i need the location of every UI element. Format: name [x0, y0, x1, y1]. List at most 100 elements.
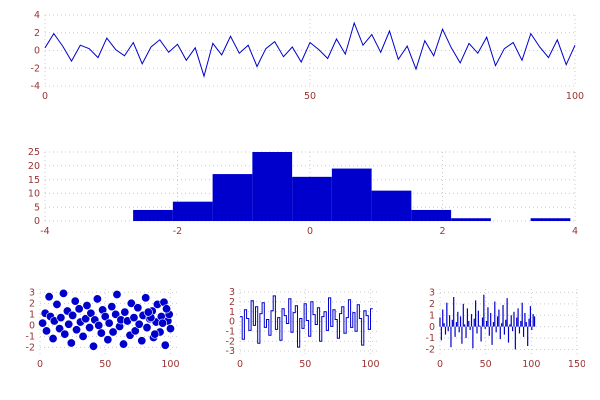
y-tick-label: 10 — [28, 189, 40, 200]
subplot-histogram: -4 -2 0 2 4 0 5 10 15 20 25 — [10, 140, 590, 245]
subplot-line-chart: 0 50 100 -4 -2 0 2 4 — [10, 5, 590, 108]
y-tick-label: -1 — [226, 327, 235, 338]
scatter-point — [64, 319, 74, 329]
x-tick-label: 0 — [37, 359, 43, 370]
y-tick-label: -4 — [31, 81, 40, 92]
scatter-point — [134, 319, 144, 329]
x-tick-label: 0 — [437, 359, 443, 370]
scatter-point — [60, 329, 70, 339]
y-tick-label: 15 — [28, 175, 40, 186]
x-tick-label: 2 — [439, 226, 445, 237]
y-tick-label: -2 — [26, 343, 35, 354]
scatter-point — [44, 292, 54, 302]
x-tick-label: 100 — [566, 91, 584, 102]
y-tick-label: 1 — [29, 310, 35, 321]
scatter-point — [142, 323, 152, 333]
y-tick-label: 5 — [34, 202, 40, 213]
y-tick-label: 3 — [229, 287, 235, 298]
x-tick-label: 0 — [307, 226, 313, 237]
y-tick-label: 2 — [29, 299, 35, 310]
x-tick-label: 100 — [161, 359, 179, 370]
scatter-point — [158, 318, 168, 328]
scatter-point — [78, 331, 88, 341]
y-tick-label: -3 — [226, 346, 235, 357]
scatter-point — [143, 307, 153, 317]
scatter-point — [86, 308, 96, 318]
scatter-point — [111, 309, 121, 319]
scatter-point — [104, 318, 114, 328]
x-tick-label: 0 — [42, 91, 48, 102]
scatter-point — [107, 302, 117, 312]
histogram-bar — [530, 218, 571, 221]
histogram-bar — [292, 176, 332, 221]
scatter-point — [119, 339, 129, 349]
x-tick-label: 100 — [361, 359, 379, 370]
scatter-point — [133, 303, 143, 313]
scatter-point — [68, 310, 78, 320]
y-tick-label: 2 — [34, 28, 40, 39]
y-tick-label: -2 — [226, 336, 235, 347]
scatter-point — [100, 312, 110, 322]
scatter-point — [165, 324, 175, 334]
step-series — [240, 295, 373, 348]
scatter-point — [103, 335, 113, 345]
scatter-point — [82, 301, 92, 311]
scatter-point — [38, 318, 48, 328]
scatter-point — [58, 288, 68, 298]
scatter-point — [42, 326, 52, 336]
y-tick-label: 4 — [34, 10, 40, 21]
scatter-point — [70, 296, 80, 306]
scatter-point — [120, 307, 130, 317]
y-tick-label: -1 — [26, 332, 35, 343]
y-tick-label: 20 — [28, 161, 40, 172]
y-tick-label: 0 — [34, 216, 40, 227]
scatter-point — [81, 314, 91, 324]
line-chart-svg: 0 50 100 -4 -2 0 2 4 — [31, 10, 585, 102]
scatter-point — [108, 327, 118, 337]
subplot-stem-plot: 0 50 100 150 -2 -1 0 1 2 3 — [410, 281, 585, 376]
subplot-step-plot: 0 50 100 -3 -2 -1 0 1 2 3 — [210, 281, 385, 376]
scatter-point — [56, 313, 66, 323]
histogram-bar — [252, 152, 293, 221]
scatter-point — [129, 313, 139, 323]
scatter-point — [55, 324, 65, 334]
scatter-point — [92, 294, 102, 304]
scatter-point — [137, 336, 147, 346]
y-tick-label: -2 — [426, 345, 435, 356]
y-tick-label: 0 — [29, 321, 35, 332]
histogram-bar — [371, 190, 412, 221]
scatter-point — [94, 320, 104, 330]
y-tick-label: 2 — [429, 299, 435, 310]
y-tick-label: 3 — [429, 288, 435, 299]
x-tick-label: 150 — [568, 359, 585, 370]
scatter-point — [66, 338, 76, 348]
x-tick-label: 50 — [299, 359, 311, 370]
scatter-point — [74, 304, 84, 314]
line-series — [44, 21, 576, 79]
x-tick-label: -2 — [173, 226, 182, 237]
scatter-point — [141, 293, 151, 303]
scatter-point — [48, 334, 58, 344]
x-tick-label: 100 — [522, 359, 540, 370]
histogram-bar — [212, 174, 253, 221]
scatter-point — [160, 340, 170, 350]
histogram-bar — [451, 218, 491, 221]
histogram-bar — [331, 168, 372, 221]
scatter-point — [96, 328, 106, 338]
scatter-point — [162, 304, 172, 314]
y-tick-label: 2 — [229, 297, 235, 308]
histogram-bar — [172, 201, 213, 221]
y-tick-label: 0 — [429, 322, 435, 333]
y-tick-label: 1 — [229, 307, 235, 318]
y-tick-label: 0 — [34, 46, 40, 57]
scatter-point — [126, 298, 136, 308]
scatter-point — [85, 323, 95, 333]
histogram-bar — [133, 209, 173, 221]
scatter-point — [88, 341, 98, 351]
y-tick-label: 0 — [229, 317, 235, 328]
x-tick-label: 50 — [99, 359, 111, 370]
scatter-point — [112, 290, 122, 300]
